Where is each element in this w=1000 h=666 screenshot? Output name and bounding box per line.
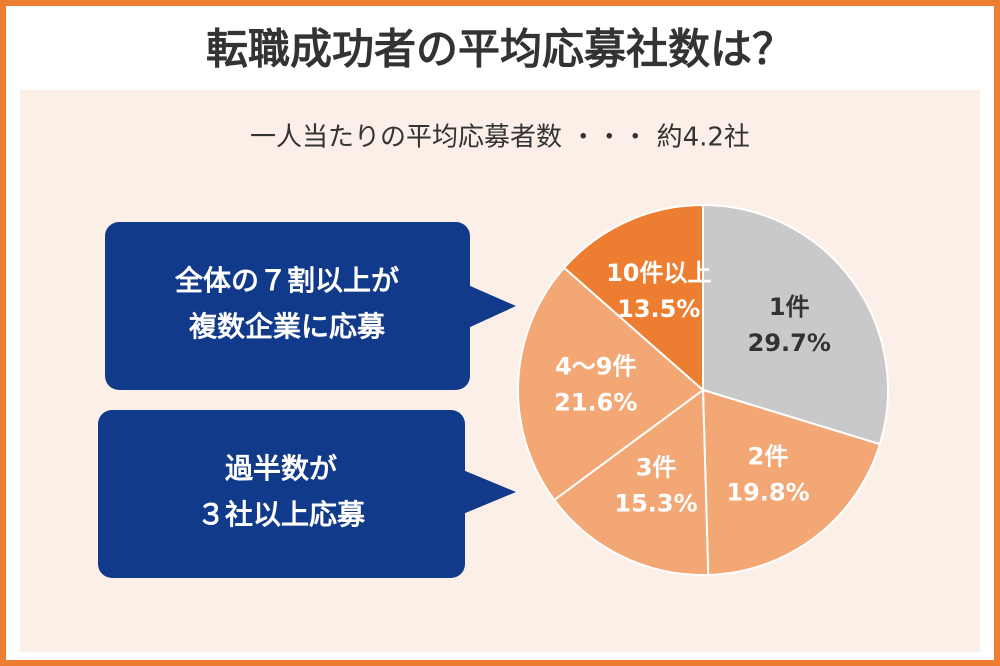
pie-slice xyxy=(517,266,705,502)
pie-slice xyxy=(701,388,882,576)
slice-value: 15.3% xyxy=(614,489,697,517)
callout-box xyxy=(98,410,465,578)
slice-category: 2件 xyxy=(748,442,789,470)
slice-value: 13.5% xyxy=(617,295,700,323)
callout: 過半数が ３社以上応募 xyxy=(98,410,516,578)
callout-text: 複数企業に応募 xyxy=(189,310,386,343)
slice-value: 29.7% xyxy=(748,329,831,357)
chart-title: 転職成功者の平均応募社数は？ xyxy=(206,25,794,74)
pie-slice xyxy=(702,203,889,446)
callout: 全体の７割以上が 複数企業に応募 xyxy=(105,222,516,390)
callout-box xyxy=(105,222,470,390)
slice-category: 3件 xyxy=(636,453,677,481)
callout-text: ３社以上応募 xyxy=(197,498,366,531)
pie-slice xyxy=(562,203,704,393)
callout-text: 全体の７割以上が xyxy=(174,264,399,297)
slice-category: 10件以上 xyxy=(606,259,711,287)
subtitle: 一人当たりの平均応募者数 ・・・ 約4.2社 xyxy=(250,123,750,153)
slice-category: 4〜9件 xyxy=(555,352,636,380)
callout-text: 過半数が xyxy=(225,452,337,485)
slice-value: 19.8% xyxy=(726,478,809,506)
slice-category: 1件 xyxy=(769,293,810,321)
pie-slice xyxy=(552,388,710,576)
slice-value: 21.6% xyxy=(554,388,637,416)
callout-pointer xyxy=(468,285,516,328)
callout-pointer xyxy=(463,470,516,514)
pie: 1件 29.7% 2件 19.8% 3件 15.3% 4〜9件 21.6% 10件以上 13.5% xyxy=(517,203,889,576)
